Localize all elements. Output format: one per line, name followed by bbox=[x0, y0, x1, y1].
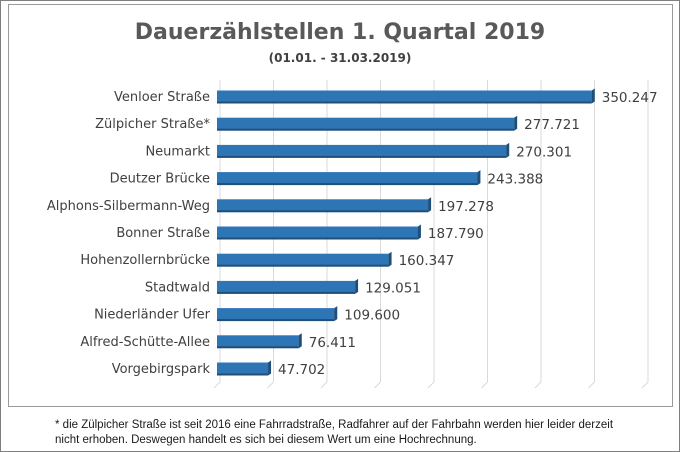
bar-end bbox=[388, 251, 392, 267]
footnote: * die Zülpicher Straße ist seit 2016 ein… bbox=[55, 418, 655, 448]
bar-end bbox=[268, 360, 272, 376]
bar bbox=[217, 117, 515, 129]
data-label: 47.702 bbox=[278, 362, 325, 378]
footnote-line-1: * die Zülpicher Straße ist seit 2016 ein… bbox=[55, 419, 614, 431]
bar-end bbox=[334, 306, 338, 322]
gridline-floor bbox=[213, 381, 221, 389]
bar bbox=[217, 280, 356, 292]
bar bbox=[217, 226, 418, 238]
bar bbox=[217, 362, 269, 374]
category-label: Bonner Straße bbox=[116, 226, 210, 241]
gridline-floor bbox=[641, 381, 649, 389]
category-label: Neumarkt bbox=[145, 144, 210, 159]
category-label: Stadtwald bbox=[145, 280, 210, 295]
bar bbox=[217, 199, 429, 211]
category-label: Deutzer Brücke bbox=[110, 172, 210, 187]
gridline-floor bbox=[320, 381, 328, 389]
bar-end bbox=[355, 278, 359, 294]
bar-end bbox=[417, 224, 421, 240]
data-label: 129.051 bbox=[365, 280, 421, 296]
bar-end bbox=[506, 142, 510, 158]
footnote-line-2: nicht erhoben. Deswegen handelt es sich … bbox=[55, 434, 477, 446]
gridline-floor bbox=[481, 381, 488, 389]
bar-end bbox=[477, 170, 481, 186]
data-label: 277.721 bbox=[524, 117, 580, 133]
category-label: Alphons-Silbermann-Weg bbox=[47, 199, 210, 214]
category-label: Alfred-Schütte-Allee bbox=[80, 335, 210, 350]
data-label: 76.411 bbox=[309, 335, 356, 351]
bar-end bbox=[298, 333, 302, 349]
bar bbox=[217, 172, 478, 184]
category-label: Zülpicher Straße* bbox=[95, 117, 210, 132]
chart-subtitle: (01.01. - 31.03.2019) bbox=[268, 51, 412, 65]
category-label: Niederländer Ufer bbox=[94, 308, 211, 323]
gridline-floor bbox=[534, 381, 542, 389]
data-label: 350.247 bbox=[602, 90, 658, 106]
data-label: 160.347 bbox=[399, 253, 455, 269]
category-label: Vorgebirgspark bbox=[112, 362, 211, 377]
bar bbox=[217, 335, 299, 347]
bar-end bbox=[428, 197, 432, 213]
bar-end bbox=[591, 88, 595, 104]
chart-area bbox=[8, 4, 673, 407]
gridline-floor bbox=[374, 381, 381, 389]
data-label: 243.388 bbox=[487, 172, 543, 188]
gridline-floor bbox=[427, 381, 435, 389]
bar bbox=[217, 253, 389, 265]
bar bbox=[217, 308, 335, 320]
data-label: 109.600 bbox=[344, 308, 400, 324]
gridline-floor bbox=[267, 381, 274, 389]
data-label: 187.790 bbox=[428, 226, 484, 242]
bar-end bbox=[514, 115, 518, 131]
chart-title: Dauerzählstellen 1. Quartal 2019 bbox=[134, 20, 546, 45]
bar bbox=[217, 144, 507, 156]
bar bbox=[217, 90, 592, 102]
data-label: 197.278 bbox=[438, 199, 494, 215]
gridline-floor bbox=[588, 381, 595, 389]
category-label: Venloer Straße bbox=[114, 90, 210, 105]
data-label: 270.301 bbox=[516, 144, 572, 160]
category-label: Hohenzollernbrücke bbox=[80, 253, 210, 268]
